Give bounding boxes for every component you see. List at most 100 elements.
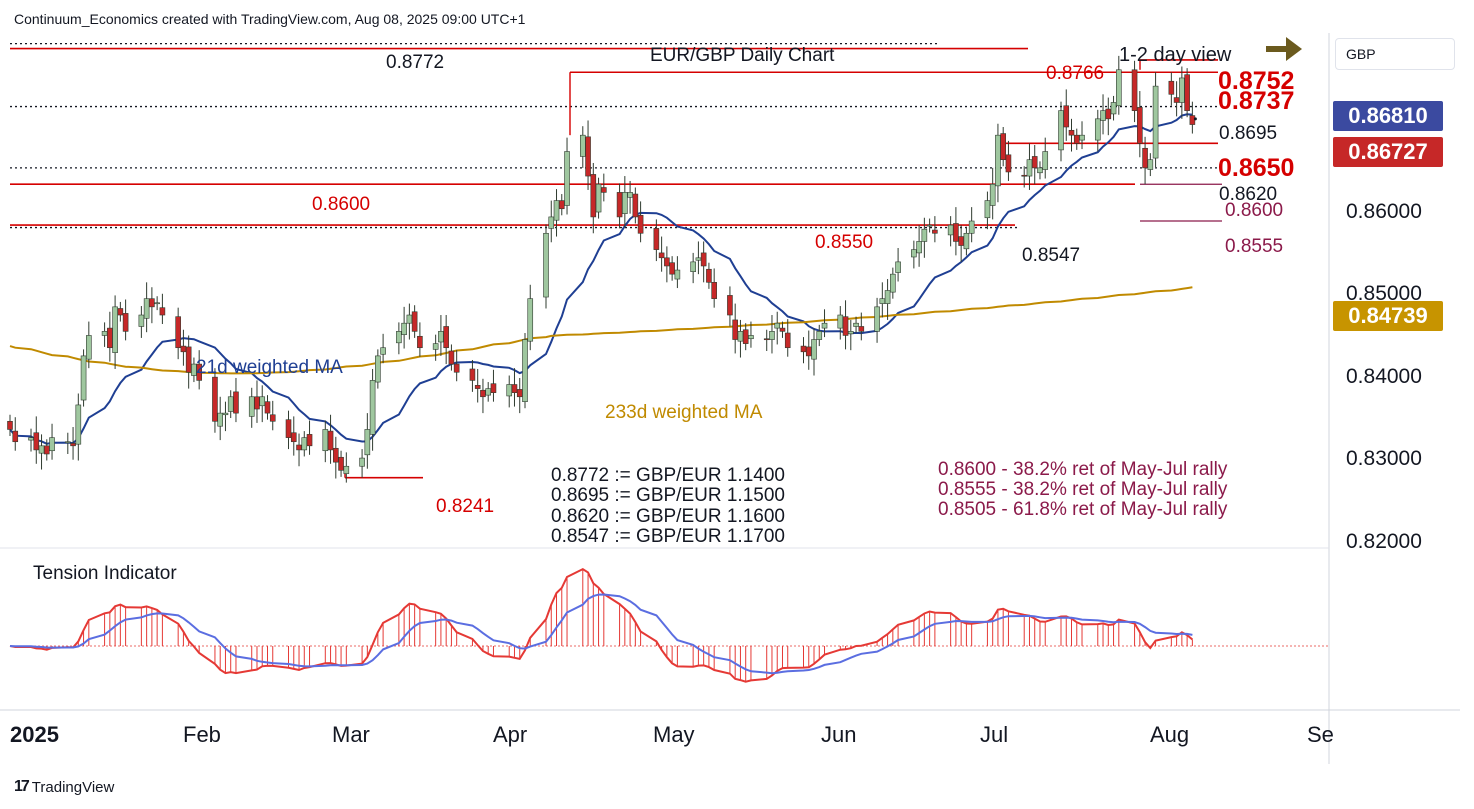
candle-down <box>1142 147 1148 169</box>
candle-up <box>301 437 308 451</box>
candle-up <box>1037 167 1043 174</box>
candle-up <box>248 396 255 417</box>
candle-down <box>1021 174 1028 177</box>
candle-down <box>254 396 260 410</box>
tension-slow-line <box>9 593 1193 675</box>
candle-up <box>1058 110 1064 151</box>
candle-up <box>259 396 266 407</box>
candle-down <box>1184 74 1190 111</box>
current-price-tag: 0.86727 <box>1333 137 1443 167</box>
candle-down <box>175 316 181 349</box>
candle-up <box>485 388 492 396</box>
candle-up <box>432 343 439 350</box>
candle-up <box>579 134 586 157</box>
candle-up <box>811 339 817 360</box>
candle-up <box>1042 151 1049 170</box>
x-tick-label: 2025 <box>10 722 59 747</box>
candle-down <box>558 200 565 210</box>
level-label: 0.8772 <box>386 52 445 73</box>
y-tick-label: 0.83000 <box>1346 447 1422 470</box>
candle-down <box>117 308 124 316</box>
candle-up <box>75 404 82 445</box>
brand-name: TradingView <box>31 778 115 796</box>
level-label: 0.8650 <box>1218 154 1295 182</box>
candle-down <box>474 385 481 389</box>
candle-down <box>296 444 302 451</box>
candle-down <box>1068 129 1075 136</box>
level-label: 0.8600 <box>312 194 371 215</box>
candle-up <box>154 302 160 305</box>
candle-down <box>70 443 76 447</box>
candle-up <box>1152 85 1159 159</box>
candle-up <box>916 241 922 254</box>
level-label: 0.8620 <box>1219 184 1278 205</box>
candle-down <box>333 447 339 463</box>
candle-up <box>879 298 886 304</box>
candle-down <box>700 252 707 267</box>
candle-down <box>290 432 297 443</box>
candle-down <box>1105 108 1112 120</box>
candle-up <box>989 183 996 206</box>
candle-up <box>921 228 928 242</box>
candle-up <box>343 465 350 474</box>
last-bar-marker <box>1193 117 1197 121</box>
candle-down <box>107 327 113 349</box>
candle-up <box>816 331 823 340</box>
candle-down <box>1073 134 1080 144</box>
candle-up <box>774 322 781 329</box>
y-tick-label: 0.84000 <box>1346 365 1422 388</box>
level-label: 0.8600 <box>1225 200 1284 221</box>
note-left: 0.8620 := GBP/EUR 1.1600 <box>551 506 785 527</box>
candle-up <box>112 306 118 353</box>
candle-down <box>632 193 639 218</box>
candle-up <box>65 441 71 444</box>
note-right: 0.8505 - 61.8% ret of May-Jul rally <box>938 499 1228 520</box>
candle-up <box>874 306 880 332</box>
candle-down <box>590 174 597 218</box>
candle-up <box>1094 118 1101 141</box>
candle-down <box>732 319 738 340</box>
candle-down <box>233 391 239 414</box>
y-tick-label: 0.85000 <box>1346 282 1422 305</box>
candle-up <box>406 314 413 324</box>
note-left: 0.8695 := GBP/EUR 1.1500 <box>551 485 785 506</box>
candle-up <box>1100 110 1106 121</box>
candle-up <box>401 322 407 335</box>
candle-down <box>306 434 313 447</box>
candle-up <box>837 314 844 329</box>
candle-down <box>1173 97 1180 103</box>
candle-down <box>779 327 786 332</box>
candle-up <box>364 429 371 456</box>
note-right: 0.8600 - 38.2% ret of May-Jul rally <box>938 459 1228 480</box>
candle-up <box>984 200 991 219</box>
candle-up <box>1179 77 1185 103</box>
candle-down <box>953 223 959 242</box>
candle-down <box>469 368 476 381</box>
candle-up <box>506 384 513 397</box>
level-label: 0.8547 <box>1022 245 1081 266</box>
candle-up <box>80 355 87 401</box>
candle-up <box>895 261 901 273</box>
candle-down <box>1005 154 1012 173</box>
candle-down <box>658 252 665 259</box>
candle-down <box>453 363 460 373</box>
level-label: 0.8550 <box>815 232 874 253</box>
candle-up <box>1110 102 1117 115</box>
x-tick-label: Jul <box>980 722 1009 747</box>
candle-up <box>769 331 775 340</box>
candle-down <box>842 316 849 336</box>
candle-up <box>847 331 854 335</box>
level-label: 0.8695 <box>1219 123 1278 144</box>
candle-down <box>196 363 202 381</box>
level-label: 0.8555 <box>1225 236 1284 257</box>
candle-down <box>727 295 733 316</box>
candle-up <box>548 216 555 229</box>
tradingview-logo[interactable]: 17 TradingView <box>14 778 114 796</box>
candle-down <box>149 298 155 308</box>
candle-up <box>38 445 45 454</box>
candle-up <box>1116 69 1122 107</box>
candle-up <box>622 192 628 214</box>
direction-arrow-icon <box>1266 37 1302 61</box>
currency-button[interactable]: GBP <box>1335 38 1455 70</box>
